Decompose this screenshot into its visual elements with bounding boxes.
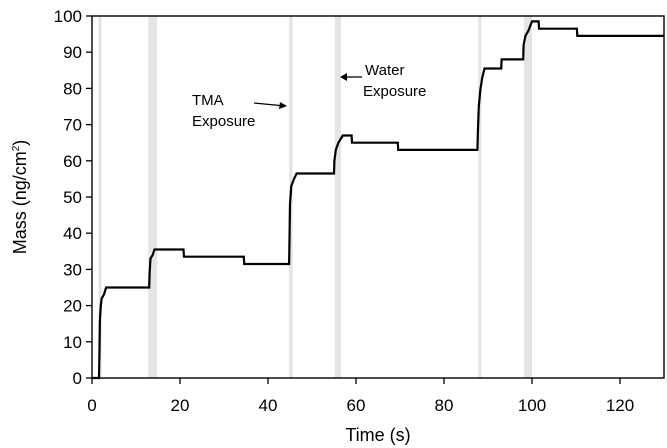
y-tick-label-40: 40 bbox=[63, 224, 82, 243]
y-tick-label-30: 30 bbox=[63, 260, 82, 279]
y-tick-label-0: 0 bbox=[73, 369, 82, 388]
x-axis-title: Time (s) bbox=[345, 425, 410, 445]
y-tick-label-70: 70 bbox=[63, 116, 82, 135]
annotation-tma-exposure: TMA Exposure bbox=[192, 92, 287, 130]
annotation-tma-label-line2: Exposure bbox=[192, 113, 255, 130]
y-tick-label-10: 10 bbox=[63, 333, 82, 352]
x-tick-label-20: 20 bbox=[171, 396, 190, 415]
y-axis-ticks: 0 10 20 30 40 50 60 70 80 90 100 bbox=[54, 7, 92, 388]
x-tick-label-40: 40 bbox=[259, 396, 278, 415]
x-axis-ticks: 0 20 40 60 80 100 120 bbox=[87, 378, 634, 415]
y-axis-title-superscript: 2 bbox=[11, 145, 22, 151]
x-tick-label-0: 0 bbox=[87, 396, 96, 415]
y-tick-label-50: 50 bbox=[63, 188, 82, 207]
annotation-water-arrowhead bbox=[340, 73, 347, 81]
y-tick-label-100: 100 bbox=[54, 7, 82, 26]
y-axis-title-main: Mass (ng/cm bbox=[10, 151, 30, 254]
exposure-bands bbox=[98, 16, 532, 378]
exposure-band-0 bbox=[98, 16, 102, 378]
exposure-band-4 bbox=[478, 16, 482, 378]
y-tick-label-80: 80 bbox=[63, 79, 82, 98]
y-tick-label-90: 90 bbox=[63, 43, 82, 62]
exposure-band-5 bbox=[524, 16, 532, 378]
y-axis-title: Mass (ng/cm2) bbox=[10, 140, 30, 255]
y-axis-title-suffix: ) bbox=[10, 140, 30, 146]
mass-series-line-0 bbox=[92, 20, 664, 380]
annotation-tma-label-line1: TMA bbox=[192, 92, 224, 109]
y-tick-label-60: 60 bbox=[63, 152, 82, 171]
annotation-water-label-line2: Exposure bbox=[363, 83, 426, 100]
series-layer bbox=[92, 20, 664, 380]
exposure-band-1 bbox=[148, 16, 158, 378]
x-tick-label-100: 100 bbox=[518, 396, 546, 415]
annotation-tma-arrowhead bbox=[279, 102, 287, 109]
x-tick-label-120: 120 bbox=[606, 396, 634, 415]
x-tick-label-60: 60 bbox=[347, 396, 366, 415]
y-tick-label-20: 20 bbox=[63, 297, 82, 316]
exposure-band-3 bbox=[334, 16, 342, 378]
annotation-water-label-line1: Water bbox=[365, 62, 404, 79]
x-tick-label-80: 80 bbox=[435, 396, 454, 415]
annotation-water-exposure: Water Exposure bbox=[340, 62, 426, 100]
